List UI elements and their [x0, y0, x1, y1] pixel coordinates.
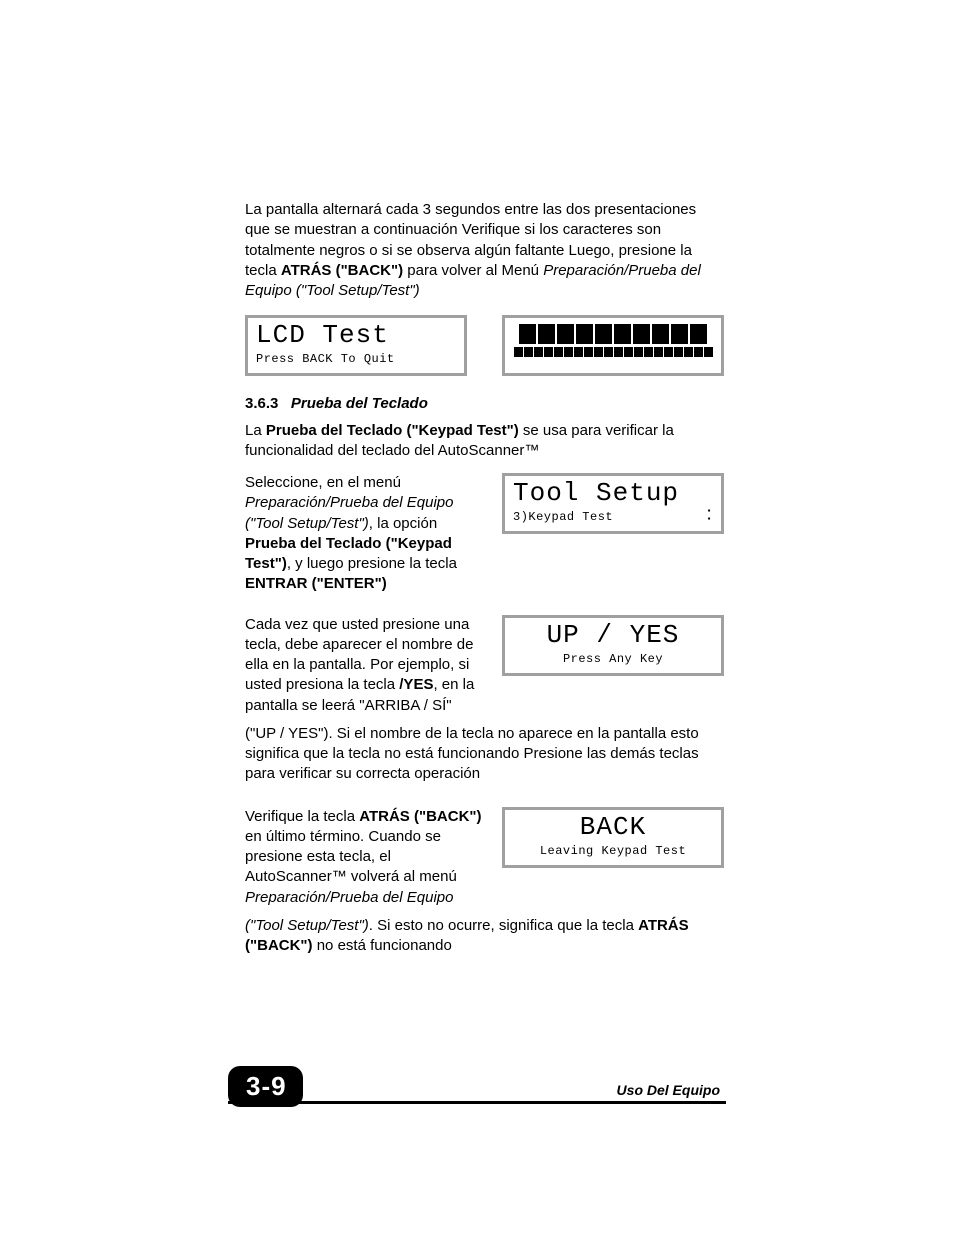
col-lcd: UP / YES Press Any Key [502, 615, 724, 676]
block-small [654, 347, 663, 357]
bold: Prueba del Teclado ("Keypad Test") [266, 422, 519, 439]
text: La [245, 422, 266, 439]
paragraph-part: Verifique la tecla ATRÁS ("BACK") en últ… [245, 807, 484, 908]
block-small [594, 347, 603, 357]
lcd-test-screen: LCD Test Press BACK To Quit [245, 315, 467, 376]
block-small [574, 347, 583, 357]
col-text: Verifique la tecla ATRÁS ("BACK") en últ… [245, 807, 484, 908]
section-number: 3.6.3 [245, 395, 278, 412]
block-small [564, 347, 573, 357]
col-lcd: BACK Leaving Keypad Test [502, 807, 724, 868]
text: no está funcionando [313, 937, 452, 954]
intro-paragraph: La pantalla alternará cada 3 segundos en… [245, 200, 724, 301]
lcd-line2: Press BACK To Quit [256, 351, 456, 367]
text: , la opción [369, 515, 437, 532]
italic: ("Tool Setup/Test") [245, 917, 369, 934]
lcd-line2: Press Any Key [513, 651, 713, 667]
bold: ATRÁS ("BACK") [281, 262, 403, 279]
paragraph-cont: ("Tool Setup/Test"). Si esto no ocurre, … [245, 916, 724, 957]
lcd-line1: Tool Setup [513, 480, 699, 506]
block-small [534, 347, 543, 357]
block-small [644, 347, 653, 357]
paragraph-part: Cada vez que usted presione una tecla, d… [245, 615, 484, 716]
two-col: Cada vez que usted presione una tecla, d… [245, 615, 724, 716]
paragraph-cont: ("UP / YES"). Si el nombre de la tecla n… [245, 724, 724, 785]
lcd-upyes-screen: UP / YES Press Any Key [502, 615, 724, 676]
lcd-blocks-screen [502, 315, 724, 376]
block-small [524, 347, 533, 357]
text: en último término. Cuando se presione es… [245, 828, 457, 886]
block-row-small [513, 347, 713, 357]
text: . Si esto no ocurre, significa que la te… [369, 917, 638, 934]
two-col: Verifique la tecla ATRÁS ("BACK") en últ… [245, 807, 724, 908]
block-small [584, 347, 593, 357]
paragraph: Seleccione, en el menú Preparación/Prueb… [245, 473, 484, 595]
block-big [538, 324, 555, 344]
lcd-line1: UP / YES [513, 622, 713, 648]
lcd-pair: LCD Test Press BACK To Quit [245, 315, 724, 376]
lcd-line1: LCD Test [256, 322, 456, 348]
bold: ENTRAR ("ENTER") [245, 575, 387, 592]
bold: /YES [399, 676, 433, 693]
two-col: Seleccione, en el menú Preparación/Prueb… [245, 473, 724, 607]
block-small [554, 347, 563, 357]
text: , y luego presione la tecla [287, 555, 457, 572]
lcd-line1: BACK [513, 814, 713, 840]
block-big [614, 324, 631, 344]
block-big [671, 324, 688, 344]
block-big [633, 324, 650, 344]
block-small [514, 347, 523, 357]
block-big [690, 324, 707, 344]
block-small [544, 347, 553, 357]
lcd-back-screen: BACK Leaving Keypad Test [502, 807, 724, 868]
block-big [652, 324, 669, 344]
block-big [576, 324, 593, 344]
block-big [595, 324, 612, 344]
section-heading: 3.6.3 Prueba del Teclado [245, 394, 724, 414]
text: Seleccione, en el menú [245, 474, 401, 491]
block-small [624, 347, 633, 357]
text: para volver al Menú [403, 262, 543, 279]
block-big [557, 324, 574, 344]
block-small [664, 347, 673, 357]
block-small [634, 347, 643, 357]
block-small [694, 347, 703, 357]
footer-section-label: Uso Del Equipo [617, 1081, 720, 1100]
page-number-badge: 3-9 [228, 1066, 303, 1107]
scroll-indicator-icon: ▪▪ [705, 507, 713, 523]
block-row-big [513, 324, 713, 344]
italic: Preparación/Prueba del Equipo [245, 889, 453, 906]
text: Verifique la tecla [245, 808, 359, 825]
col-text: Seleccione, en el menú Preparación/Prueb… [245, 473, 484, 607]
page: La pantalla alternará cada 3 segundos en… [0, 0, 954, 1235]
col-text: Cada vez que usted presione una tecla, d… [245, 615, 484, 716]
lcd-toolsetup-screen: Tool Setup 3)Keypad Test ▪▪ [502, 473, 724, 534]
block-small [614, 347, 623, 357]
lcd-line2: 3)Keypad Test [513, 509, 699, 525]
block-big [519, 324, 536, 344]
paragraph: La Prueba del Teclado ("Keypad Test") se… [245, 421, 724, 462]
footer-rule [228, 1101, 726, 1104]
col-lcd: Tool Setup 3)Keypad Test ▪▪ [502, 473, 724, 534]
block-small [604, 347, 613, 357]
lcd-line2: Leaving Keypad Test [513, 843, 713, 859]
section-title: Prueba del Teclado [291, 395, 428, 412]
bold: ATRÁS ("BACK") [359, 808, 481, 825]
block-small [684, 347, 693, 357]
block-small [704, 347, 713, 357]
block-small [674, 347, 683, 357]
lcd-blocks [513, 322, 713, 359]
page-footer: Uso Del Equipo 3-9 [228, 1075, 726, 1107]
